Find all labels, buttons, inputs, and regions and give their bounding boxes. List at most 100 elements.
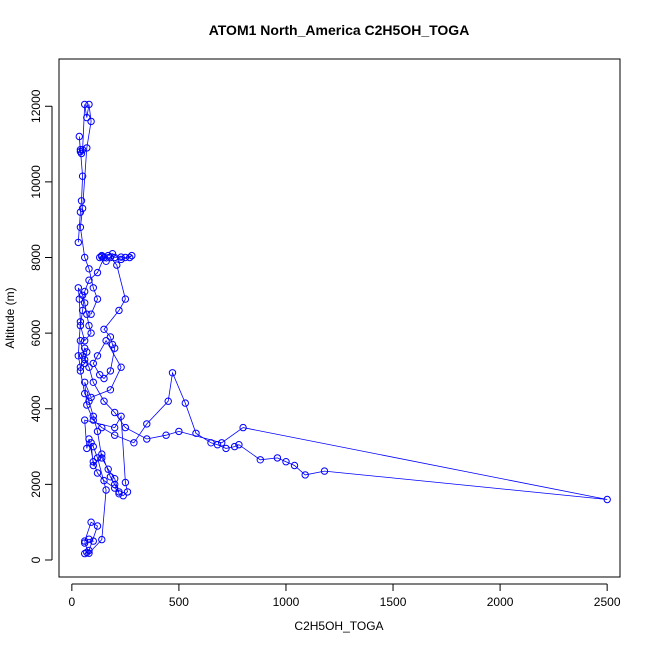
data-point [77,197,86,205]
data-point [85,321,93,330]
data-point [78,352,87,360]
data-point [93,454,102,462]
data-point [81,344,89,352]
data-point [89,412,98,420]
data-point [93,295,102,303]
data-point [76,367,85,375]
data-point [89,284,98,292]
data-point [162,431,170,439]
data-point [111,484,119,492]
y-tick-label: 8000 [29,244,43,271]
data-point [98,454,106,462]
x-tick-label: 2000 [487,595,514,609]
data-point [128,251,136,260]
data-point [106,333,115,341]
data-point [301,471,309,479]
y-axis-label: Altitude (m) [3,287,17,348]
data-point [192,429,200,437]
data-point [111,431,119,439]
data-point [81,100,89,109]
data-point [78,306,87,315]
data-point [100,476,108,485]
y-tick-label: 10000 [29,165,43,199]
data-point [239,423,247,432]
data-point [282,458,290,466]
x-axis: 0 500 1000 1500 2000 2500 [69,583,621,609]
data-point [96,253,104,262]
data-point [89,359,98,368]
data-point [93,469,102,477]
data-point [76,321,85,330]
data-point [76,318,85,326]
data-point [81,416,89,424]
data-point [87,329,95,337]
data-point [115,490,123,498]
data-point [85,549,93,557]
data-point [81,355,89,364]
data-point [93,352,102,360]
data-point [89,378,98,386]
data-point [273,454,282,462]
data-point [126,253,134,262]
data-point [121,478,130,487]
data-point [119,492,127,500]
data-point [117,412,125,420]
data-point [143,435,151,443]
data-point [76,147,85,156]
data-point [85,100,93,109]
data-point [106,367,115,375]
data-point [102,486,110,494]
data-point [111,480,119,489]
data-point [81,537,89,545]
data-point [74,352,83,360]
data-point [85,397,93,405]
x-tick-label: 500 [169,595,189,609]
data-point [106,386,115,394]
data-point [76,223,85,232]
data-point [83,401,91,409]
data-point [218,439,226,447]
data-point [123,488,132,496]
series-1 [74,250,611,558]
series-line [77,104,98,315]
data-point [207,439,215,447]
data-point [117,253,125,261]
data-point [143,420,151,428]
data-point [81,299,89,307]
data-point [89,416,98,424]
data-point [87,439,95,447]
data-point [83,113,91,122]
y-tick-label: 0 [29,556,43,563]
data-point [85,363,93,371]
data-point [117,255,125,264]
data-point [81,539,89,547]
data-point [111,344,119,352]
x-tick-label: 0 [69,595,76,609]
data-point [111,475,119,483]
data-point [85,265,93,273]
data-point [130,439,138,447]
data-point [89,461,98,470]
data-point [100,374,108,383]
data-point [81,337,89,345]
data-point [121,423,130,432]
data-point [235,441,243,449]
data-point [78,146,87,154]
data-point [87,393,95,402]
data-point [164,397,172,405]
data-point [115,306,123,315]
series-2 [74,100,102,318]
data-point [121,253,130,262]
data-point [76,363,85,371]
data-point [83,310,91,318]
y-tick-label: 2000 [29,471,43,498]
data-point [78,291,87,299]
data-point [98,251,106,260]
y-tick-label: 6000 [29,319,43,346]
data-point [78,204,87,213]
y-axis: 0 2000 4000 6000 8000 10000 12000 [29,89,53,563]
data-point [85,546,93,555]
data-point [78,172,87,180]
data-point [76,208,85,216]
